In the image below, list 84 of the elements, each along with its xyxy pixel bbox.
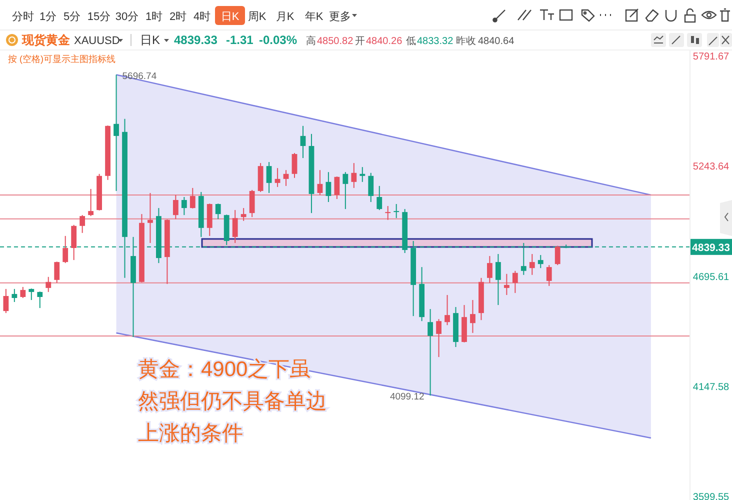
candlestick [54,261,60,284]
candlestick [274,168,280,188]
candlestick [487,256,492,284]
candlestick [554,245,560,266]
candlestick [512,270,518,294]
candlestick [215,203,221,220]
candlestick [470,300,476,334]
text: 4839.33 [174,33,218,47]
candlestick [538,254,544,269]
annotation: 4099.12 [390,392,424,403]
candlestick [46,276,52,292]
candlestick [360,166,366,182]
candlestick [181,196,187,216]
candlestick [444,294,450,326]
text: 低 [406,36,416,47]
text: 更多 [329,11,351,23]
text: 5分 [63,11,81,23]
y-tick-label: 5791.67 [692,52,730,63]
text: 开 [355,36,365,47]
text: 4850.82 [317,36,354,47]
candlestick [232,210,238,244]
candlestick [428,308,433,396]
candlestick [20,286,26,298]
candlestick [283,170,289,186]
text: 4时 [193,10,211,23]
candlestick [546,264,552,286]
candlestick [495,254,501,306]
chart-subtitle: XAUUSD [74,35,120,47]
ref-line-label: 4839.33 [692,242,730,254]
text: 年K [304,11,324,23]
candlestick [385,206,391,220]
text: 分时 [12,10,34,23]
candlestick [190,187,196,209]
candlestick [148,192,153,244]
y-tick-label: 4147.58 [692,382,730,393]
text: 日K [220,11,240,23]
candlestick [240,208,246,222]
candlestick [172,194,178,220]
candlestick [80,214,86,234]
candlestick [3,288,9,314]
candlestick [394,204,400,219]
text: -0.03% [259,33,298,47]
text: 4833.32 [417,36,454,47]
candlestick [326,172,332,203]
annotation: 5696.74 [122,70,157,82]
text: 日K [140,33,160,47]
text: 周K [248,11,267,23]
candlestick [114,74,119,192]
candlestick [266,162,272,194]
candlestick [504,273,510,296]
text: 1分 [39,11,57,23]
y-tick-label: 3599.55 [692,492,730,500]
candlestick [368,172,374,203]
candlestick [37,291,43,309]
candlestick [334,176,340,200]
candlestick [28,288,34,300]
candlestick [12,288,18,303]
y-tick-label: 5243.64 [692,162,730,173]
candlestick [300,125,306,159]
candlestick [529,254,535,276]
text: 1时 [145,10,163,23]
candlestick [88,188,94,217]
text: 4840.64 [478,36,515,47]
candlestick [351,162,357,188]
candlestick [71,224,77,261]
annotation: 按 (空格)可显示主图指标线 [8,54,116,64]
text: 高 [306,35,316,47]
candlestick [249,189,255,218]
candlestick [62,235,68,264]
text: 15分 [87,11,111,23]
candlestick [317,170,323,196]
text: 2时 [169,10,187,23]
text: 30分 [115,11,139,23]
candlestick [206,203,212,236]
chart-title: 现货黄金 [21,33,71,47]
candlestick [342,172,348,210]
text: -1.31 [226,33,254,47]
candlestick [292,152,298,178]
text: 4840.26 [366,36,403,47]
candlestick [376,185,382,211]
text: 月K [276,11,295,23]
y-tick-label: 4695.61 [692,272,730,283]
text: 昨收 [456,35,476,47]
candlestick [436,318,442,358]
